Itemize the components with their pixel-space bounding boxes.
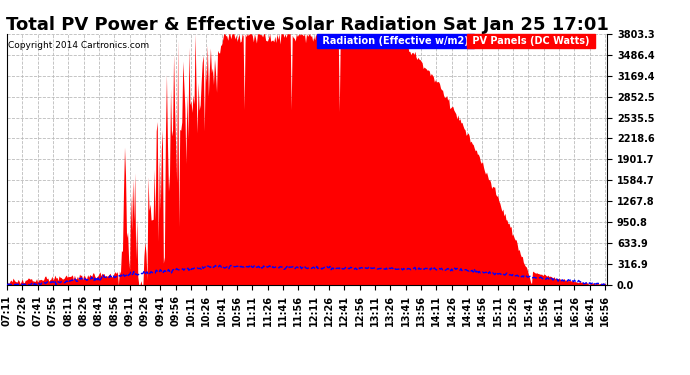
Text: PV Panels (DC Watts): PV Panels (DC Watts)	[469, 36, 593, 46]
Text: Copyright 2014 Cartronics.com: Copyright 2014 Cartronics.com	[8, 41, 149, 50]
Title: Total PV Power & Effective Solar Radiation Sat Jan 25 17:01: Total PV Power & Effective Solar Radiati…	[6, 16, 609, 34]
Text: Radiation (Effective w/m2): Radiation (Effective w/m2)	[319, 36, 472, 46]
